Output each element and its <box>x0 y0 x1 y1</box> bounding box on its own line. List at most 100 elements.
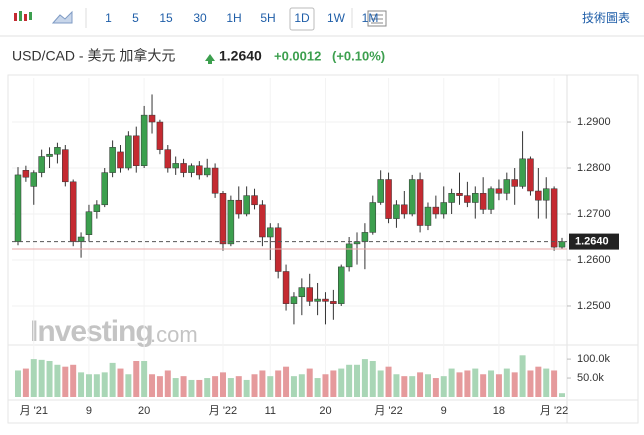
candle-body <box>282 271 290 304</box>
candle-body <box>519 158 526 187</box>
interval-button[interactable]: 30 <box>193 11 207 25</box>
candle-body <box>456 193 463 196</box>
volume-bar <box>85 374 92 397</box>
price: 1.2640 <box>219 48 262 64</box>
candle-body <box>479 193 487 210</box>
volume-bar <box>417 372 424 397</box>
candle-body <box>164 149 172 169</box>
candle-body <box>211 167 219 194</box>
candle-body <box>243 195 250 215</box>
volume-bar <box>156 376 163 397</box>
volume-bar <box>243 379 250 397</box>
candle-body <box>550 188 558 248</box>
candle-body <box>385 179 392 219</box>
volume-tick-label: 100.0k <box>577 353 611 365</box>
symbol: USD/CAD - 美元 加拿大元 <box>12 48 175 64</box>
candle-body <box>464 195 471 203</box>
volume-bar <box>559 393 565 397</box>
volume-bar <box>369 360 376 397</box>
volume-bar <box>551 370 558 397</box>
y-tick-label: 1.2700 <box>577 208 611 220</box>
candle-body <box>54 147 61 155</box>
interval-button[interactable]: 15 <box>159 11 173 25</box>
volume-bar <box>488 370 495 397</box>
volume-bar <box>456 372 463 397</box>
candle-body <box>196 165 203 176</box>
candle-body <box>172 163 179 169</box>
x-tick-label: 18 <box>493 405 505 417</box>
candle-body <box>369 202 377 233</box>
volume-bar <box>385 366 392 397</box>
change: +0.0012 <box>274 48 321 63</box>
x-tick-label: 20 <box>319 405 331 417</box>
volume-bar <box>172 378 179 397</box>
interval-button[interactable]: 5H <box>260 11 275 25</box>
candle-body <box>337 266 345 304</box>
candle-body <box>330 301 337 304</box>
interval-button[interactable]: 1W <box>327 11 346 25</box>
candle-body <box>93 204 101 212</box>
volume-bar <box>109 362 116 397</box>
candle-body <box>448 193 455 203</box>
volume-bar <box>141 360 148 397</box>
volume-bar <box>306 368 313 397</box>
candle-body <box>542 188 550 201</box>
interval-button[interactable]: 1 <box>105 11 112 25</box>
indicator-icon[interactable] <box>367 10 387 27</box>
watermark-brand: Investing <box>30 315 153 348</box>
volume-bar <box>440 376 447 397</box>
candle-body <box>109 147 116 173</box>
volume-bar <box>180 376 187 397</box>
volume-bar <box>314 378 321 397</box>
x-tick-label: 月 '21 <box>20 405 48 417</box>
candle-body <box>251 195 258 206</box>
candle-body <box>377 179 384 203</box>
volume-bar <box>46 360 53 397</box>
volume-bar <box>227 378 234 397</box>
y-tick-label: 1.2500 <box>577 300 611 312</box>
volume-bar <box>22 368 29 397</box>
volume-bar <box>464 370 471 397</box>
volume-bar <box>503 368 510 397</box>
tech-chart-link[interactable]: 技術圖表 <box>582 11 630 25</box>
interval-button[interactable]: 1H <box>226 11 241 25</box>
volume-bar <box>527 370 534 397</box>
candle-body <box>22 170 30 178</box>
interval-button[interactable]: 1M <box>362 11 379 25</box>
candle-body <box>69 181 77 242</box>
interval-active <box>289 7 315 31</box>
candle-body <box>140 114 148 166</box>
volume-bar <box>70 364 77 397</box>
volume-bar <box>117 368 124 397</box>
x-tick-label: 20 <box>138 405 150 417</box>
volume-bar <box>212 376 219 397</box>
volume-bar <box>495 374 502 397</box>
candle-icon[interactable] <box>14 11 32 21</box>
interval-button[interactable]: 1D <box>294 11 310 25</box>
candle-body <box>259 204 266 238</box>
candle-body <box>440 202 447 215</box>
candle-body <box>117 151 124 169</box>
interval-button[interactable]: 5 <box>132 11 139 25</box>
y-tick-label: 1.2600 <box>577 254 611 266</box>
volume-bar <box>535 366 542 397</box>
volume-bar <box>235 376 242 397</box>
volume-bar <box>448 368 455 397</box>
volume-bar <box>275 370 282 397</box>
volume-bar <box>298 374 305 397</box>
volume-bar <box>409 376 416 397</box>
candle-body <box>424 206 432 226</box>
y-tick-label: 1.2800 <box>577 162 611 174</box>
volume-bar <box>219 372 226 397</box>
candle-body <box>314 298 321 302</box>
candle-body <box>361 232 369 242</box>
volume-bar <box>322 374 329 397</box>
area-icon[interactable] <box>51 10 73 24</box>
volume-bar <box>543 368 550 397</box>
candle-body <box>180 163 187 173</box>
volume-bar <box>377 370 384 397</box>
x-tick-label: 月 '22 <box>374 405 402 417</box>
volume-bar <box>93 374 100 397</box>
volume-bar <box>283 366 290 397</box>
candle-body <box>77 236 85 242</box>
